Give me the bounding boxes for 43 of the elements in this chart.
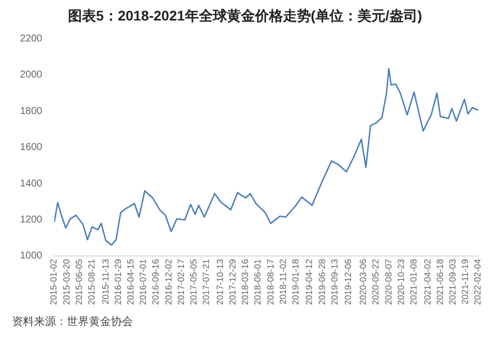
x-tick-label: 2020-05-22 [370, 258, 381, 306]
y-tick-label: 1800 [20, 106, 43, 117]
x-tick-label: 2020-10-23 [396, 258, 406, 306]
x-tick-label: 2021-06-18 [434, 258, 445, 306]
x-tick-label: 2021-04-02 [422, 258, 432, 306]
y-tick-label: 1400 [20, 178, 43, 190]
y-tick-label: 1000 [20, 250, 43, 262]
x-tick-label: 2015-11-13 [100, 258, 110, 304]
x-tick-label: 2015-08-21 [86, 258, 97, 306]
x-tick-label: 2015-01-02 [48, 258, 59, 306]
x-tick-label: 2015-06-05 [74, 258, 84, 306]
x-tick-label: 2021-01-08 [408, 258, 419, 306]
x-tick-label: 2022-02-04 [472, 258, 483, 306]
text: 资料来源：世界黄金协会 [12, 315, 134, 329]
x-tick-label: 2020-03-06 [358, 258, 368, 306]
x-tick-label: 2017-05-05 [188, 258, 199, 306]
x-tick-label: 2018-06-01 [252, 258, 263, 306]
y-tick-label: 1200 [20, 214, 43, 226]
x-tick-label: 2016-12-02 [163, 258, 174, 306]
x-tick-label: 2018-03-16 [240, 258, 250, 306]
x-tick-label: 2017-12-29 [227, 258, 238, 306]
x-tick-label: 2016-07-01 [138, 258, 148, 306]
x-tick-label: 2019-12-06 [343, 258, 354, 306]
x-tick-label: 2018-11-02 [278, 258, 288, 304]
x-tick-label: 2021-09-03 [447, 258, 458, 306]
chart-title: 图表5：2018-2021年全球黄金价格走势(单位：美元/盎司) [68, 7, 422, 24]
x-tick-label: 2018-08-17 [265, 258, 276, 306]
x-tick-label: 2016-04-15 [126, 258, 136, 306]
x-tick-label: 2017-07-21 [201, 258, 212, 306]
x-tick-label: 2019-04-12 [304, 258, 314, 306]
y-tick-label: 2200 [20, 34, 43, 45]
x-tick-label: 2017-02-17 [176, 258, 186, 306]
y-tick-label: 2000 [20, 70, 43, 81]
y-tick-label: 1600 [20, 142, 43, 154]
x-tick-label: 2016-01-29 [112, 258, 123, 306]
x-tick-label: 2021-11-19 [460, 258, 470, 304]
x-tick-label: 2019-06-28 [316, 258, 327, 306]
x-tick-label: 2019-01-18 [290, 258, 300, 306]
x-tick-label: 2019-09-13 [329, 258, 340, 306]
x-tick-label: 2017-10-13 [214, 258, 225, 306]
x-tick-label: 2015-03-20 [61, 258, 72, 306]
x-tick-label: 2020-08-07 [383, 258, 394, 306]
x-tick-label: 2016-09-16 [150, 258, 161, 306]
